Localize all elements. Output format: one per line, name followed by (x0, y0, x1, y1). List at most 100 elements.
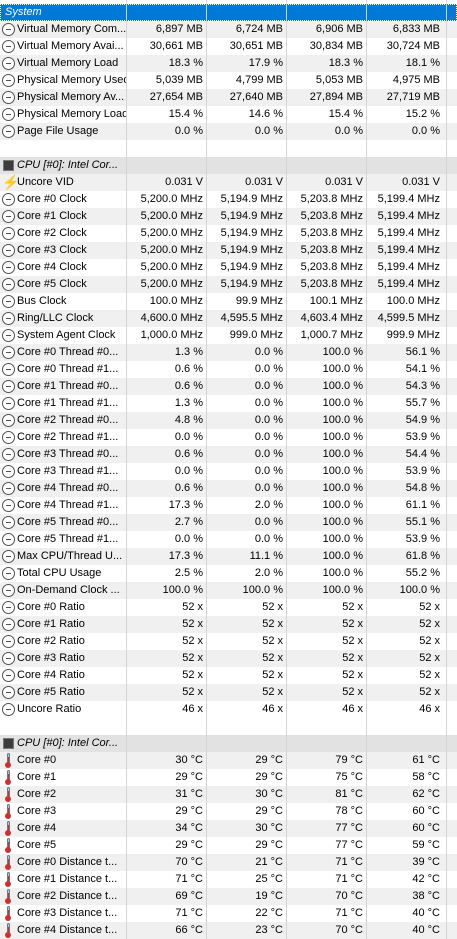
minimum-value: 52 x (262, 686, 283, 698)
maximum-value: 71 °C (335, 907, 363, 919)
maximum-value: 100.0 % (322, 431, 363, 443)
group-title: CPU [#0]: Intel Cor... (17, 159, 119, 171)
sensor-label: Physical Memory Used (17, 74, 126, 86)
sensor-row[interactable]: Core #4 Thread #0... 0.6 % 0.0 % 100.0 % 54.… (0, 480, 457, 497)
average-value: 6,833 MB (392, 23, 440, 35)
sensor-row[interactable]: System Agent Clock 1,000.0 MHz 999.0 MHz 1,… (0, 327, 457, 344)
minimum-value: 25 °C (255, 873, 283, 885)
sensor-row[interactable]: Core #5 Clock 5,200.0 MHz 5,194.9 MHz 5,203… (0, 276, 457, 293)
maximum-value: 5,203.8 MHz (300, 244, 363, 256)
sensor-row[interactable]: Core #4 34 °C 30 °C 77 °C 60 °C (0, 820, 457, 837)
sensor-label: Physical Memory Load (17, 108, 126, 120)
sensor-row[interactable]: Core #2 Thread #1... 0.0 % 0.0 % 100.0 % 53.… (0, 429, 457, 446)
sensor-row[interactable]: Core #2 Clock 5,200.0 MHz 5,194.9 MHz 5,203… (0, 225, 457, 242)
average-value: 54.3 % (405, 380, 440, 392)
sensor-row[interactable]: Virtual Memory Avai... 30,661 MB 30,651 MB… (0, 38, 457, 55)
sensor-row[interactable]: Core #5 29 °C 29 °C 77 °C 59 °C (0, 837, 457, 854)
clock-icon (2, 193, 15, 206)
maximum-value: 70 °C (335, 924, 363, 936)
sensor-row[interactable]: ⚡ Uncore VID 0.031 V 0.031 V 0.031 V 0.031 V (0, 174, 457, 191)
maximum-value: 100.0 % (322, 533, 363, 545)
group-title: System (5, 6, 42, 18)
minimum-value: 0.0 % (254, 516, 283, 528)
sensor-row[interactable]: Core #4 Distance t... 66 °C 23 °C 70 °C 40 °… (0, 922, 457, 939)
sensor-row[interactable]: Core #0 Distance t... 70 °C 21 °C 71 °C 39 °… (0, 854, 457, 871)
sensor-row[interactable]: Virtual Memory Load 18.3 % 17.9 % 18.3 % 18.… (0, 55, 457, 72)
sensor-row[interactable]: Core #1 Ratio 52 x 52 x 52 x 52 x (0, 616, 457, 633)
sensor-row[interactable]: Total CPU Usage 2.5 % 2.0 % 100.0 % 55.2 % (0, 565, 457, 582)
sensor-row[interactable]: Core #3 Thread #1... 0.0 % 0.0 % 100.0 % 53.… (0, 463, 457, 480)
minimum-value: 99.9 MHz (235, 295, 283, 307)
chip-icon (1, 160, 16, 171)
maximum-value: 18.3 % (328, 57, 363, 69)
current-value: 30,661 MB (149, 40, 203, 52)
clock-icon (2, 516, 15, 529)
sensor-row[interactable]: Core #4 Thread #1... 17.3 % 2.0 % 100.0 % 61… (0, 497, 457, 514)
average-value: 27,719 MB (386, 91, 440, 103)
current-value: 4,600.0 MHz (140, 312, 203, 324)
sensor-row[interactable]: Core #3 Ratio 52 x 52 x 52 x 52 x (0, 650, 457, 667)
clock-icon (2, 499, 15, 512)
sensor-row[interactable]: Core #3 29 °C 29 °C 78 °C 60 °C (0, 803, 457, 820)
average-value: 52 x (419, 601, 440, 613)
sensor-label: Core #3 (17, 805, 57, 817)
sensor-row[interactable]: Core #1 Clock 5,200.0 MHz 5,194.9 MHz 5,203… (0, 208, 457, 225)
thermometer-icon (5, 889, 11, 904)
group-header[interactable]: System (0, 4, 457, 21)
sensor-row[interactable]: Core #2 Distance t... 69 °C 19 °C 70 °C 38 °… (0, 888, 457, 905)
current-value: 71 °C (175, 907, 203, 919)
maximum-value: 75 °C (335, 771, 363, 783)
maximum-value: 5,203.8 MHz (300, 193, 363, 205)
sensor-row[interactable]: Core #1 29 °C 29 °C 75 °C 58 °C (0, 769, 457, 786)
sensor-label: Core #0 Thread #1... (17, 363, 119, 375)
sensor-label: Core #4 Ratio (17, 669, 85, 681)
current-value: 5,200.0 MHz (140, 278, 203, 290)
sensor-row[interactable]: Virtual Memory Com... 6,897 MB 6,724 MB 6,9… (0, 21, 457, 38)
maximum-value: 5,203.8 MHz (300, 261, 363, 273)
sensor-row[interactable]: Ring/LLC Clock 4,600.0 MHz 4,595.5 MHz 4,60… (0, 310, 457, 327)
current-value: 5,200.0 MHz (140, 261, 203, 273)
sensor-row[interactable]: Physical Memory Used 5,039 MB 4,799 MB 5,05… (0, 72, 457, 89)
sensor-row[interactable]: On-Demand Clock ... 100.0 % 100.0 % 100.0 %… (0, 582, 457, 599)
sensor-row[interactable]: Physical Memory Av... 27,654 MB 27,640 MB 2… (0, 89, 457, 106)
average-value: 58 °C (412, 771, 440, 783)
sensor-row[interactable]: Core #0 Thread #0... 1.3 % 0.0 % 100.0 % 56.… (0, 344, 457, 361)
maximum-value: 100.0 % (322, 397, 363, 409)
maximum-value: 100.1 MHz (309, 295, 363, 307)
sensor-row[interactable]: Core #2 Ratio 52 x 52 x 52 x 52 x (0, 633, 457, 650)
sensor-row[interactable]: Core #4 Clock 5,200.0 MHz 5,194.9 MHz 5,203… (0, 259, 457, 276)
sensor-row[interactable]: Page File Usage 0.0 % 0.0 % 0.0 % 0.0 % (0, 123, 457, 140)
sensor-row[interactable]: Core #1 Thread #1... 1.3 % 0.0 % 100.0 % 55.… (0, 395, 457, 412)
sensor-row[interactable]: Core #1 Distance t... 71 °C 25 °C 71 °C 42 °… (0, 871, 457, 888)
sensor-row[interactable]: Core #5 Ratio 52 x 52 x 52 x 52 x (0, 684, 457, 701)
sensor-label: Core #2 Clock (17, 227, 87, 239)
sensor-row[interactable]: Core #5 Thread #1... 0.0 % 0.0 % 100.0 % 53.… (0, 531, 457, 548)
sensor-row[interactable]: Core #0 Ratio 52 x 52 x 52 x 52 x (0, 599, 457, 616)
sensor-row[interactable]: Core #2 Thread #0... 4.8 % 0.0 % 100.0 % 54.… (0, 412, 457, 429)
sensor-row[interactable]: Physical Memory Load 15.4 % 14.6 % 15.4 % 15… (0, 106, 457, 123)
average-value: 55.2 % (405, 567, 440, 579)
sensor-row[interactable]: Core #1 Thread #0... 0.6 % 0.0 % 100.0 % 54.… (0, 378, 457, 395)
current-value: 31 °C (175, 788, 203, 800)
sensor-row[interactable]: Core #3 Thread #0... 0.6 % 0.0 % 100.0 % 54.… (0, 446, 457, 463)
sensor-row[interactable]: Core #5 Thread #0... 2.7 % 0.0 % 100.0 % 55.… (0, 514, 457, 531)
current-value: 2.5 % (174, 567, 203, 579)
sensor-row[interactable]: Core #0 Thread #1... 0.6 % 0.0 % 100.0 % 54.… (0, 361, 457, 378)
sensor-row[interactable]: Core #2 31 °C 30 °C 81 °C 62 °C (0, 786, 457, 803)
group-header[interactable]: CPU [#0]: Intel Cor... (0, 157, 457, 174)
group-header[interactable]: CPU [#0]: Intel Cor... (0, 735, 457, 752)
current-value: 46 x (182, 703, 203, 715)
sensor-row[interactable]: Core #0 30 °C 29 °C 79 °C 61 °C (0, 752, 457, 769)
minimum-value: 100.0 % (242, 584, 283, 596)
sensor-row[interactable]: Core #3 Clock 5,200.0 MHz 5,194.9 MHz 5,203… (0, 242, 457, 259)
minimum-value: 5,194.9 MHz (220, 193, 283, 205)
sensor-label: Core #5 Ratio (17, 686, 85, 698)
sensor-row[interactable]: Bus Clock 100.0 MHz 99.9 MHz 100.1 MHz 100.0… (0, 293, 457, 310)
sensor-label: Core #1 Thread #0... (17, 380, 119, 392)
sensor-row[interactable]: Max CPU/Thread U... 17.3 % 11.1 % 100.0 % 61… (0, 548, 457, 565)
sensor-row[interactable]: Uncore Ratio 46 x 46 x 46 x 46 x (0, 701, 457, 718)
sensor-row[interactable]: Core #0 Clock 5,200.0 MHz 5,194.9 MHz 5,203… (0, 191, 457, 208)
current-value: 29 °C (175, 771, 203, 783)
sensor-row[interactable]: Core #3 Distance t... 71 °C 22 °C 71 °C 40 °… (0, 905, 457, 922)
sensor-row[interactable]: Core #4 Ratio 52 x 52 x 52 x 52 x (0, 667, 457, 684)
